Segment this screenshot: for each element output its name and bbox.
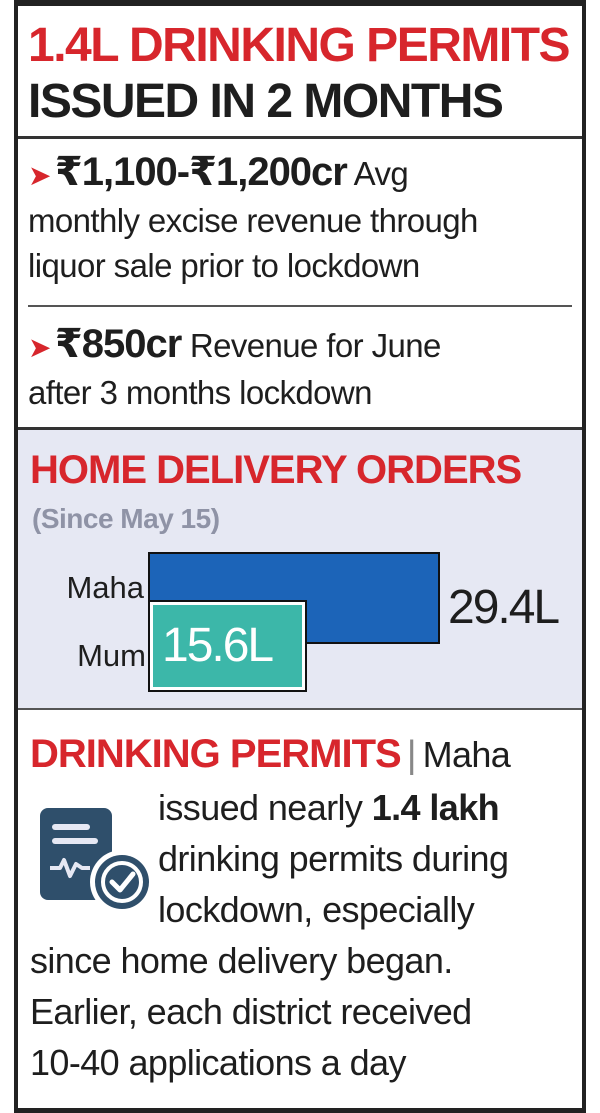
infographic-frame: 1.4L DRINKING PERMITS ISSUED IN 2 MONTHS…: [14, 0, 586, 1113]
stat-desc-line: liquor sale prior to lockdown: [28, 247, 420, 284]
home-delivery-chart: HOME DELIVERY ORDERS (Since May 15) Maha…: [18, 430, 582, 708]
stat-june-revenue: ➤ ₹850cr Revenue for June after 3 months …: [28, 322, 574, 415]
permits-text-line: drinking permits during: [158, 838, 509, 879]
permits-text-line: issued nearly: [158, 787, 372, 828]
chart-subtitle: (Since May 15): [32, 503, 220, 534]
top-rule: [18, 0, 582, 6]
stat-desc: Revenue for June: [189, 327, 442, 364]
permits-text-line: lockdown, especially: [158, 889, 475, 930]
permits-text-line: 10-40 applications a day: [30, 1042, 406, 1083]
permits-lead: Maha: [422, 734, 511, 775]
headline-line-1: 1.4L DRINKING PERMITS: [28, 19, 571, 72]
stat-desc-line: after 3 months lockdown: [28, 374, 372, 411]
drinking-permits-section: DRINKING PERMITS | Maha issued nearly 1.4 …: [18, 708, 582, 1108]
permits-title: DRINKING PERMITS: [30, 732, 402, 776]
red-arrow-icon: ➤: [28, 332, 51, 363]
stat-pre-lockdown: ➤ ₹1,100-₹1,200cr Avg monthly excise reve…: [28, 150, 574, 288]
headline-line-2: ISSUED IN 2 MONTHS: [28, 75, 504, 128]
stat-desc-line: monthly excise revenue through: [28, 202, 478, 239]
divider: [18, 708, 582, 710]
permits-count: 1.4 lakh: [371, 787, 500, 828]
headline: 1.4L DRINKING PERMITS ISSUED IN 2 MONTHS: [28, 18, 578, 130]
permits-text-indented: issued nearly 1.4 lakh drinking permits …: [158, 782, 578, 935]
divider: [18, 136, 582, 139]
permits-text-line: Earlier, each district received: [30, 991, 472, 1032]
certificate-check-icon: [34, 804, 162, 924]
stat-value: ₹850cr: [54, 322, 182, 366]
permits-text-full: since home delivery began. Earlier, each…: [30, 935, 580, 1088]
value-label-mum: 15.6L: [162, 619, 274, 672]
category-label-maha: Maha: [66, 570, 144, 605]
chart-title: HOME DELIVERY ORDERS: [30, 448, 522, 492]
divider: [28, 305, 572, 307]
stat-desc: Avg: [353, 155, 409, 192]
permits-heading: DRINKING PERMITS | Maha: [30, 732, 511, 777]
permits-text-line: since home delivery began.: [30, 940, 453, 981]
category-label-mum: Mum: [77, 638, 146, 673]
value-label-maha: 29.4L: [448, 581, 560, 634]
red-arrow-icon: ➤: [28, 160, 51, 191]
stat-value: ₹1,100-₹1,200cr: [54, 150, 348, 194]
title-divider: |: [406, 734, 417, 776]
bar-mum: [148, 600, 307, 692]
divider: [18, 427, 582, 430]
